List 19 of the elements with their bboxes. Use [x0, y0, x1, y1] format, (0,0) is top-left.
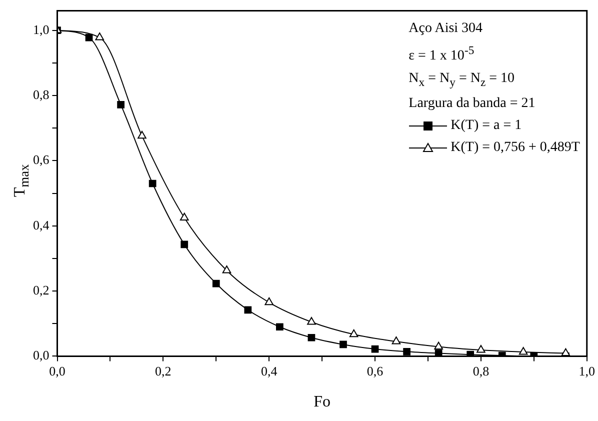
annotation: Aço Aisi 304 [408, 20, 484, 38]
y-tick-label: 0,4 [33, 217, 50, 232]
legend-label: K(T) = 0,756 + 0,489T [450, 139, 580, 158]
x-tick-label: 0,4 [260, 363, 278, 378]
legend-label: K(T) = a = 1 [450, 117, 522, 136]
y-tick-label: 1,0 [33, 22, 50, 37]
x-tick-label: 0,6 [366, 363, 384, 378]
annotation: ε = 1 x 10$^{-5}$ [408, 43, 476, 66]
y-tick-label: 0,6 [33, 152, 50, 168]
y-tick-label: 0,2 [33, 282, 50, 298]
x-tick-label: 0,0 [49, 363, 66, 378]
x-tick-label: 0,8 [472, 363, 490, 378]
y-tick-label: 0,0 [33, 348, 50, 363]
annotation: Largura da banda = 21 [408, 95, 536, 114]
x-axis-title: Fo [314, 394, 331, 411]
x-tick-label: 1,0 [578, 363, 595, 378]
y-tick-label: 0,8 [33, 86, 50, 102]
annotation: N$_{x}$ = N$_{y}$ = N$_{z}$ = 10 [408, 70, 516, 90]
x-tick-label: 0,2 [155, 363, 172, 378]
